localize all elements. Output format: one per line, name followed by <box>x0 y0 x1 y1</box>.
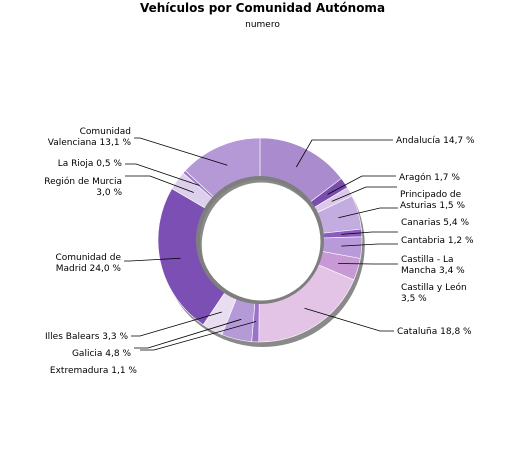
slice-label: Cantabria 1,2 % <box>401 236 474 246</box>
chart-title: Vehículos por Comunidad Autónoma <box>139 1 386 15</box>
leader-line <box>295 139 393 168</box>
slice-label: Aragón 1,7 % <box>399 172 460 183</box>
leader-line <box>327 175 396 195</box>
leader-line <box>304 307 394 332</box>
slice-label: Cataluña 18,8 % <box>397 327 472 337</box>
slice-label: Comunidad Valenciana 13,1 % <box>48 127 132 148</box>
leader-line <box>131 311 222 337</box>
chart-subtitle: numero <box>245 20 280 30</box>
donut-inner-shadow <box>196 176 324 304</box>
slice-label: Castilla y León 3,5 % <box>401 282 467 304</box>
leader-line <box>125 175 194 193</box>
leader-line <box>140 321 257 351</box>
leader-line <box>134 318 242 349</box>
slice-label: Extremadura 1,1 % <box>50 366 138 376</box>
leader-line <box>338 207 398 219</box>
donut-hole <box>202 182 321 301</box>
leader-line <box>341 231 398 235</box>
slice-label: Illes Balears 3,3 % <box>45 332 128 342</box>
slice-label: Canarias 5,4 % <box>401 218 469 228</box>
leader-line <box>331 186 397 202</box>
slice-label: Castilla - La Mancha 3,4 % <box>401 255 465 276</box>
slice-label: Principado de Asturias 1,5 % <box>400 190 466 211</box>
slice-label: Andalucía 14,7 % <box>396 136 475 146</box>
slice-label: Región de Murcia 3,0 % <box>44 176 122 198</box>
leader-line <box>341 243 398 247</box>
leader-line <box>134 137 228 166</box>
leader-line <box>338 263 398 265</box>
slice-label: Comunidad de Madrid 24,0 % <box>55 253 121 274</box>
leader-line <box>125 163 200 186</box>
leader-line <box>124 257 181 262</box>
slice-label: Galicia 4,8 % <box>72 349 131 359</box>
slice-label: La Rioja 0,5 % <box>58 159 123 169</box>
